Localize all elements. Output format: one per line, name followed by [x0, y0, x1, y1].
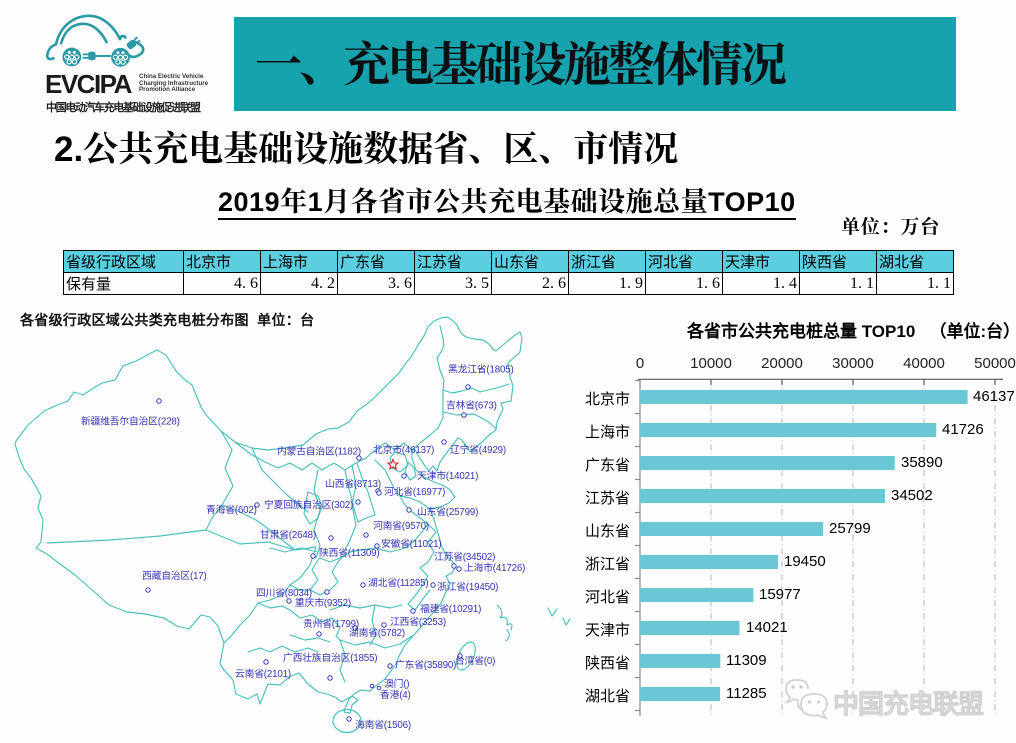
svg-text:河北省(16977): 河北省(16977): [384, 485, 445, 498]
svg-text:辽宁省(4929): 辽宁省(4929): [450, 443, 506, 456]
svg-text:内蒙古自治区(1182): 内蒙古自治区(1182): [277, 445, 361, 458]
svg-text:广东省(35890): 广东省(35890): [395, 658, 456, 671]
svg-text:宁夏回族自治区(302): 宁夏回族自治区(302): [264, 498, 353, 511]
svg-text:四川省(8034): 四川省(8034): [256, 586, 312, 599]
svg-text:台湾省(0): 台湾省(0): [455, 654, 495, 667]
svg-text:湖北省(11285): 湖北省(11285): [368, 576, 428, 589]
svg-text:西藏自治区(17): 西藏自治区(17): [142, 569, 207, 582]
svg-text:云南省(2101): 云南省(2101): [235, 667, 291, 680]
svg-text:江苏省(34502): 江苏省(34502): [434, 550, 495, 563]
svg-text:海南省(1506): 海南省(1506): [355, 718, 411, 731]
svg-text:天津市(14021): 天津市(14021): [417, 469, 478, 482]
svg-text:湖南省(5782): 湖南省(5782): [349, 626, 405, 639]
svg-text:新疆维吾尔自治区(228): 新疆维吾尔自治区(228): [81, 415, 180, 428]
svg-text:江西省(3253): 江西省(3253): [390, 615, 446, 628]
svg-text:陕西省(11309): 陕西省(11309): [319, 546, 379, 559]
svg-text:广西壮族自治区(1855): 广西壮族自治区(1855): [283, 651, 377, 664]
svg-text:重庆市(9352): 重庆市(9352): [295, 596, 351, 609]
svg-text:甘肃省(2648): 甘肃省(2648): [260, 528, 316, 541]
svg-text:福建省(10291): 福建省(10291): [420, 602, 481, 615]
svg-text:贵州省(1799): 贵州省(1799): [303, 617, 359, 630]
svg-text:上海市(41726): 上海市(41726): [464, 561, 525, 574]
svg-text:山东省(25799): 山东省(25799): [417, 505, 478, 518]
svg-text:北京市(46137): 北京市(46137): [373, 443, 434, 456]
svg-text:安徽省(11021): 安徽省(11021): [381, 537, 441, 550]
svg-text:吉林省(673): 吉林省(673): [446, 399, 497, 412]
svg-text:山西省(8713): 山西省(8713): [325, 477, 381, 490]
svg-text:浙江省(19450): 浙江省(19450): [437, 580, 498, 593]
svg-text:青海省(602): 青海省(602): [206, 503, 257, 516]
svg-text:河南省(9570): 河南省(9570): [373, 519, 429, 532]
svg-text:黑龙江省(1805): 黑龙江省(1805): [448, 363, 514, 376]
svg-text:澳门(): 澳门(): [384, 677, 409, 690]
svg-text:香港(4): 香港(4): [380, 689, 411, 701]
